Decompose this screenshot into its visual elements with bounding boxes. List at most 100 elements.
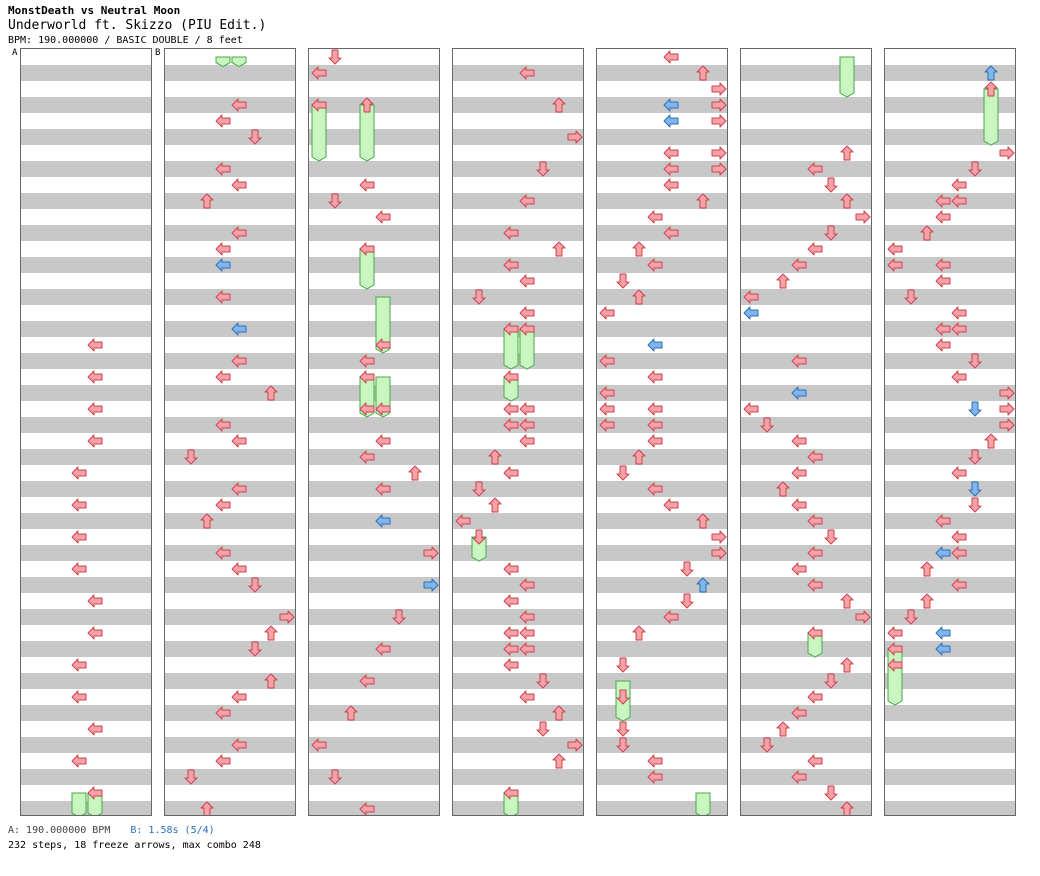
step-arrow (840, 801, 854, 815)
step-arrow (536, 161, 550, 177)
step-arrow (616, 737, 630, 753)
chart-column-7 (884, 48, 1016, 816)
step-arrow (632, 241, 646, 257)
chart-stats: 232 steps, 18 freeze arrows, max combo 2… (8, 840, 261, 851)
step-arrow (616, 657, 630, 673)
step-arrow (599, 306, 615, 320)
step-arrow (503, 402, 519, 416)
step-arrow (647, 770, 663, 784)
step-arrow (519, 626, 535, 640)
step-arrow (935, 258, 951, 272)
step-arrow (999, 146, 1015, 160)
step-arrow (423, 546, 439, 560)
step-arrow (519, 690, 535, 704)
step-arrow (647, 258, 663, 272)
step-arrow (359, 402, 375, 416)
step-arrow (519, 66, 535, 80)
step-arrow (647, 210, 663, 224)
step-arrow (215, 706, 231, 720)
step-arrow (71, 530, 87, 544)
step-arrow (519, 418, 535, 432)
step-arrow (951, 178, 967, 192)
step-arrow (536, 673, 550, 689)
step-arrow (472, 529, 486, 545)
step-arrow (328, 49, 342, 65)
step-arrow (248, 577, 262, 593)
step-arrow (999, 386, 1015, 400)
step-arrow (680, 593, 694, 609)
step-arrow (519, 306, 535, 320)
step-arrow (248, 641, 262, 657)
step-arrow (743, 306, 759, 320)
step-arrow (503, 642, 519, 656)
chart-column-6 (740, 48, 872, 816)
step-arrow (711, 146, 727, 160)
step-arrow (680, 561, 694, 577)
step-arrow (935, 322, 951, 336)
step-arrow (359, 674, 375, 688)
step-arrow (887, 642, 903, 656)
step-arrow (375, 434, 391, 448)
step-arrow (632, 625, 646, 641)
step-arrow (968, 497, 982, 513)
step-arrow (904, 289, 918, 305)
step-arrow (359, 370, 375, 384)
step-arrow (887, 258, 903, 272)
step-arrow (824, 673, 838, 689)
step-arrow (279, 610, 295, 624)
bpm-a-label: A: 190.000000 BPM (8, 825, 111, 836)
step-arrow (791, 562, 807, 576)
step-arrow (536, 721, 550, 737)
step-arrow (375, 338, 391, 352)
step-arrow (935, 546, 951, 560)
step-arrow (647, 370, 663, 384)
freeze-arrow (807, 632, 823, 658)
step-arrow (935, 514, 951, 528)
step-arrow (375, 210, 391, 224)
step-arrow (231, 98, 247, 112)
step-arrow (519, 578, 535, 592)
freeze-arrow (231, 56, 247, 68)
step-arrow (519, 434, 535, 448)
step-arrow (87, 786, 103, 800)
bpm-legend: A: 190.000000 BPM B: 1.58s (5/4) (8, 825, 215, 836)
step-arrow (215, 290, 231, 304)
step-arrow (887, 626, 903, 640)
step-arrow (935, 194, 951, 208)
step-arrow (503, 786, 519, 800)
step-arrow (599, 354, 615, 368)
step-arrow (951, 306, 967, 320)
freeze-arrow (887, 648, 903, 706)
step-arrow (200, 801, 214, 815)
step-arrow (375, 402, 391, 416)
step-arrow (951, 578, 967, 592)
step-arrow (711, 162, 727, 176)
step-arrow (840, 193, 854, 209)
step-arrow (840, 657, 854, 673)
step-arrow (760, 737, 774, 753)
step-arrow (968, 449, 982, 465)
step-arrow (807, 162, 823, 176)
step-arrow (552, 97, 566, 113)
step-arrow (503, 258, 519, 272)
step-arrow (519, 274, 535, 288)
step-arrow (599, 402, 615, 416)
step-arrow (999, 418, 1015, 432)
step-arrow (231, 178, 247, 192)
step-arrow (344, 705, 358, 721)
step-arrow (200, 513, 214, 529)
step-arrow (71, 466, 87, 480)
step-arrow (616, 273, 630, 289)
freeze-arrow (695, 792, 711, 815)
step-arrow (807, 578, 823, 592)
step-arrow (807, 546, 823, 560)
marker-a: A (12, 48, 18, 58)
step-arrow (616, 465, 630, 481)
step-arrow (935, 642, 951, 656)
step-arrow (663, 178, 679, 192)
step-arrow (215, 498, 231, 512)
step-arrow (647, 482, 663, 496)
step-arrow (231, 322, 247, 336)
step-arrow (791, 706, 807, 720)
step-arrow (215, 114, 231, 128)
